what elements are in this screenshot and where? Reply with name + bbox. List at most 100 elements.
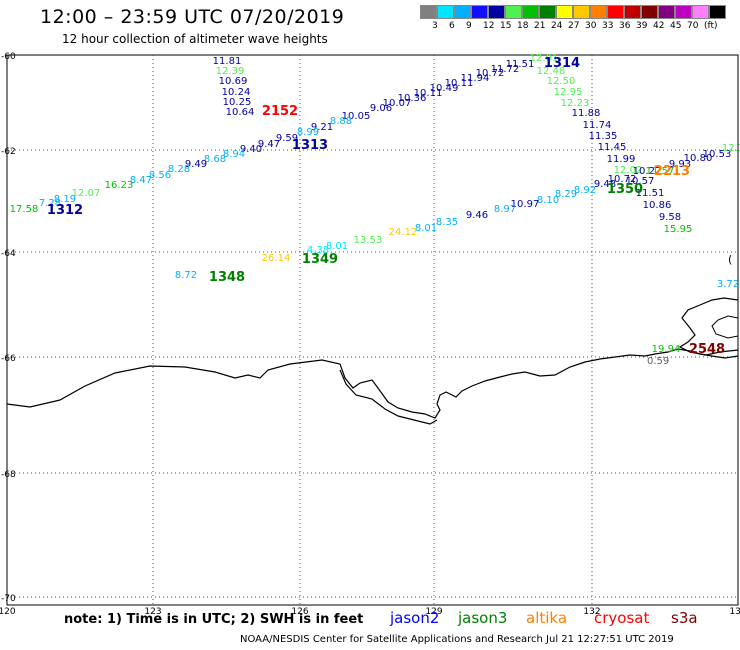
wave-height-value: 12.3	[722, 143, 740, 154]
longitude-label: 120	[0, 607, 16, 617]
legend-jason3: jason3	[458, 609, 508, 627]
wave-height-value: 10.72	[608, 174, 637, 185]
colorbar-label: 39	[636, 21, 648, 31]
colorbar-swatch	[675, 5, 692, 19]
colorbar-label: 21	[534, 21, 546, 31]
wave-height-value: 19.94	[652, 344, 681, 355]
wave-height-value: 8.68	[204, 154, 226, 165]
footer-note: note: 1) Time is in UTC; 2) SWH is in fe…	[64, 612, 364, 627]
colorbar-swatch	[692, 5, 709, 19]
wave-height-value: 8.28	[168, 164, 190, 175]
wave-height-value: 10.05	[342, 111, 371, 122]
edge-mark: (	[728, 253, 732, 266]
colorbar-label: 15	[500, 21, 512, 31]
pass-number-labels: 1314 2152 1313 1312 1350 2213 1349 1348 2548	[47, 56, 725, 357]
colorbar-swatch	[420, 5, 437, 19]
colorbar-label: 3	[432, 21, 438, 31]
wave-height-value: 12.07	[72, 188, 101, 199]
wave-height-value: 8.35	[436, 217, 458, 228]
longitude-label: 126	[291, 607, 308, 617]
wave-height-value: 8.29	[555, 189, 577, 200]
wave-height-value: 26.14	[262, 253, 291, 264]
wave-height-value: 17.58	[10, 204, 39, 215]
colorbar-swatch	[709, 5, 726, 19]
wave-height-value: 8.72	[175, 270, 197, 281]
colorbar-swatch	[471, 5, 488, 19]
longitude-label: 123	[144, 607, 161, 617]
wave-height-value: 8.47	[130, 175, 152, 186]
colorbar-label: 70	[687, 21, 699, 31]
ice-shelf-coastline	[678, 297, 739, 356]
colorbar-swatch	[522, 5, 539, 19]
wave-height-value: 10.24	[222, 87, 251, 98]
wave-height-value: 24.12	[389, 227, 418, 238]
colorbar-label: 42	[653, 21, 665, 31]
wave-height-value: 3.72	[717, 279, 739, 290]
latitude-label: -66	[1, 354, 16, 364]
wave-height-value: 9.06	[370, 103, 392, 114]
coastline-value-label: 0.59	[647, 356, 669, 367]
colorbar-swatch	[505, 5, 522, 19]
wave-height-value: 11.57	[646, 166, 675, 177]
wave-height-value: 8.01	[415, 223, 437, 234]
latitude-label: -64	[1, 249, 16, 259]
wave-height-value: 13.53	[354, 235, 383, 246]
wave-height-value: 11.51	[636, 188, 665, 199]
legend-s3a: s3a	[671, 609, 698, 627]
pass-number: 2213	[654, 164, 690, 179]
wave-height-value: 12.01	[530, 53, 559, 64]
wave-height-value: 10.49	[430, 83, 459, 94]
colorbar-swatch	[454, 5, 471, 19]
wave-height-value: 9.48	[594, 179, 616, 190]
wave-height-value: 9.40	[240, 144, 262, 155]
colorbar-swatch	[590, 5, 607, 19]
pass-number: 1350	[607, 182, 643, 197]
colorbar-label: 27	[568, 21, 580, 31]
wave-height-value: 9.59	[276, 133, 298, 144]
colorbar-label: 24	[551, 21, 563, 31]
colorbar-swatch	[437, 5, 454, 19]
latitude-labels: -60 -62 -64 -66 -68 -70	[1, 52, 16, 604]
wave-height-value: 10.97	[511, 199, 540, 210]
wave-height-value: 8.01	[326, 241, 348, 252]
colorbar-swatch	[539, 5, 556, 19]
wave-height-value: 10.64	[226, 107, 255, 118]
wave-height-value: 10.86	[643, 200, 672, 211]
latitude-label: -60	[1, 52, 16, 62]
wave-height-value: 10.69	[219, 76, 248, 87]
wave-height-value: 12.02	[614, 165, 643, 176]
wave-height-value: 8.97	[494, 204, 516, 215]
wave-height-value: 8.92	[574, 185, 596, 196]
colorbar-swatch	[488, 5, 505, 19]
wave-height-value: 11.74	[583, 120, 612, 131]
colorbar-label: 6	[449, 21, 455, 31]
wave-height-value: 12.95	[554, 87, 583, 98]
wave-height-value: 12.23	[561, 98, 590, 109]
wave-height-value: 15.95	[664, 224, 693, 235]
wave-height-value: 10.25	[223, 97, 252, 108]
map-title: 12:00 – 23:59 UTC 07/20/2019	[40, 6, 345, 28]
colorbar-label: 36	[619, 21, 631, 31]
footer-credit: NOAA/NESDIS Center for Satellite Applica…	[240, 634, 674, 645]
map-subtitle: 12 hour collection of altimeter wave hei…	[62, 32, 328, 46]
legend-jason2: jason2	[390, 609, 440, 627]
wave-height-value: 10.27	[633, 166, 662, 177]
wave-height-value: 10.36	[398, 93, 427, 104]
wave-height-value: 4.38	[307, 245, 329, 256]
legend-altika: altika	[526, 609, 568, 627]
colorbar-swatch	[573, 5, 590, 19]
longitude-label: 129	[425, 607, 442, 617]
colorbar-swatch	[607, 5, 624, 19]
colorbar-label: 9	[466, 21, 472, 31]
colorbar-label: (ft)	[704, 21, 718, 31]
colorbar-swatch	[556, 5, 573, 19]
wave-height-value: 12.39	[216, 66, 245, 77]
longitude-labels: 120 123 126 129 132 135	[0, 607, 740, 617]
graticule	[7, 55, 738, 605]
ice-shelf-inner	[711, 315, 739, 339]
wave-height-value: 11.45	[598, 142, 627, 153]
pass-number: 1314	[544, 56, 580, 71]
latitude-label: -70	[1, 594, 16, 604]
latitude-label: -62	[1, 147, 16, 157]
